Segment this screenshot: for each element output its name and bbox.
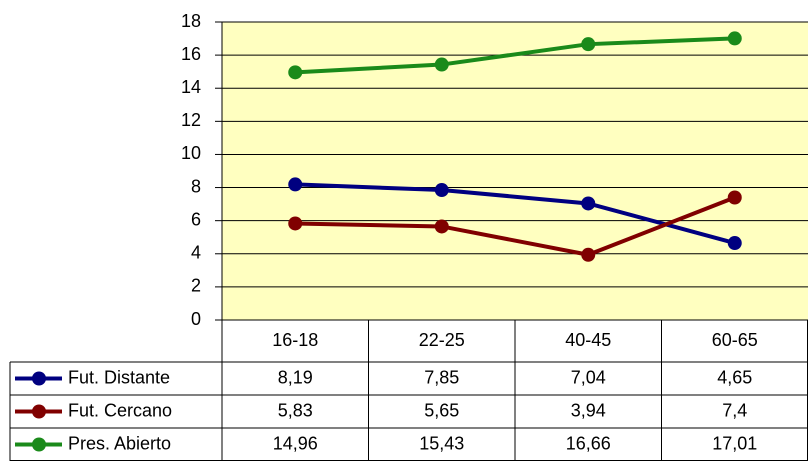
marker <box>288 65 303 80</box>
marker <box>581 37 596 52</box>
y-tick-label: 6 <box>191 209 201 229</box>
marker <box>288 177 303 192</box>
y-tick-label: 10 <box>181 143 201 163</box>
marker <box>288 216 303 231</box>
y-tick-label: 14 <box>181 77 201 97</box>
y-tick-label: 12 <box>181 110 201 130</box>
table-value: 7,85 <box>424 367 459 387</box>
y-tick-label: 2 <box>191 276 201 296</box>
table-value: 14,96 <box>273 433 318 453</box>
y-tick-label: 16 <box>181 44 201 64</box>
table-value: 15,43 <box>419 433 464 453</box>
marker <box>727 31 742 46</box>
series-line <box>295 182 736 245</box>
y-tick-label: 18 <box>181 11 201 31</box>
table-value: 5,65 <box>424 400 459 420</box>
marker <box>581 196 596 211</box>
table-value: 17,01 <box>712 433 757 453</box>
y-tick-label: 8 <box>191 176 201 196</box>
x-tick-label: 16-18 <box>272 330 318 350</box>
table-value: 7,04 <box>571 367 606 387</box>
legend-marker <box>32 371 46 386</box>
marker <box>434 183 449 198</box>
marker <box>434 57 449 72</box>
table-value: 16,66 <box>566 433 611 453</box>
marker <box>581 247 596 262</box>
x-tick-label: 22-25 <box>419 330 465 350</box>
legend-label: Fut. Cercano <box>68 400 172 420</box>
table-value: 3,94 <box>571 400 606 420</box>
table-value: 5,83 <box>278 400 313 420</box>
legend-marker <box>32 437 46 452</box>
x-tick-label: 40-45 <box>565 330 611 350</box>
marker <box>727 190 742 205</box>
y-tick-label: 4 <box>191 243 201 263</box>
y-tick-label: 0 <box>191 309 201 329</box>
marker <box>727 236 742 251</box>
plot-area <box>222 22 808 320</box>
legend-label: Pres. Abierto <box>68 433 171 453</box>
legend-marker <box>32 404 46 419</box>
series-line <box>295 195 736 257</box>
series-line <box>295 36 735 75</box>
table-value: 7,4 <box>722 400 747 420</box>
x-tick-label: 60-65 <box>712 330 758 350</box>
table-value: 4,65 <box>717 367 752 387</box>
table-value: 8,19 <box>278 367 313 387</box>
marker <box>434 219 449 234</box>
legend-label: Fut. Distante <box>68 367 170 387</box>
